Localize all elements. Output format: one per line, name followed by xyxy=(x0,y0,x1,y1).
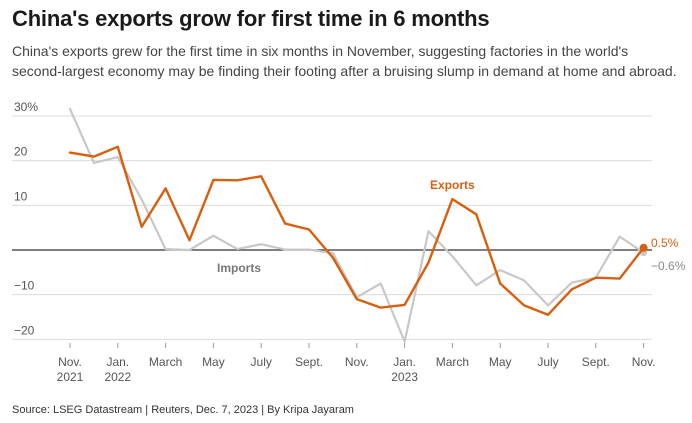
x-tick-label: Sept. xyxy=(295,355,323,369)
imports-end-value-label: −0.6% xyxy=(651,259,686,273)
imports-line xyxy=(68,107,645,343)
y-tick-label: 30% xyxy=(14,100,38,114)
x-tick-label: March xyxy=(149,355,182,369)
x-tick-label: July xyxy=(537,355,558,369)
exports-series-label: Exports xyxy=(430,178,475,192)
x-tick-label: May xyxy=(489,355,512,369)
x-tick-label: July xyxy=(251,355,272,369)
y-tick-label: 10 xyxy=(14,189,28,203)
y-axis-tick-labels: 30% 20 10 −10 −20 xyxy=(14,100,38,337)
x-tick-label: Nov. xyxy=(632,355,656,369)
exports-line xyxy=(68,145,645,316)
x-tick-label: Jan. xyxy=(106,355,129,369)
x-tick-label: Sept. xyxy=(582,355,610,369)
series-labels: Exports 0.5% Imports −0.6% xyxy=(217,178,686,275)
x-tick-label: Nov. xyxy=(345,355,369,369)
x-tick-label: 2021 xyxy=(57,370,84,384)
x-tick-label: 2023 xyxy=(391,370,418,384)
x-tick-label: Nov. xyxy=(58,355,82,369)
chart-title: China's exports grow for first time in 6… xyxy=(12,6,490,31)
exports-end-point xyxy=(639,243,648,252)
source-note: Source: LSEG Datastream | Reuters, Dec. … xyxy=(12,404,354,416)
gridlines xyxy=(12,115,652,340)
x-tick-label: March xyxy=(436,355,469,369)
y-tick-label: −10 xyxy=(14,279,35,293)
y-tick-label: −20 xyxy=(14,323,35,337)
x-tick-label: May xyxy=(202,355,225,369)
exports-end-value-label: 0.5% xyxy=(651,236,679,250)
x-tick-label: Jan. xyxy=(393,355,416,369)
series-lines xyxy=(68,107,648,343)
y-tick-label: 20 xyxy=(14,145,28,159)
imports-series-label: Imports xyxy=(217,261,261,275)
x-tick-label: 2022 xyxy=(104,370,131,384)
chart-subtitle: China's exports grew for the first time … xyxy=(12,43,677,79)
